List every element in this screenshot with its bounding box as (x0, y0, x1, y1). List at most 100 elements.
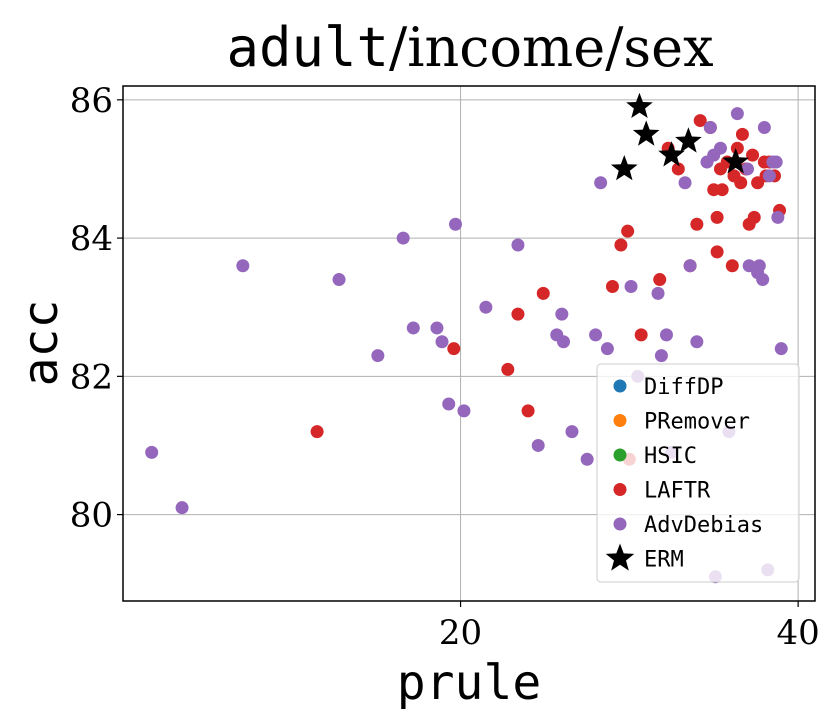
laftr-point (746, 148, 760, 162)
laftr-point (730, 141, 744, 155)
laftr-point (710, 245, 724, 259)
advdebias-point (396, 231, 410, 245)
laftr-point (734, 176, 748, 190)
advdebias-point (479, 300, 493, 314)
laftr-point (725, 259, 739, 273)
legend-label-erm: ERM (644, 548, 684, 573)
y-tick-label: 84 (70, 219, 113, 259)
laftr-point (715, 183, 729, 197)
advdebias-point (774, 342, 788, 356)
legend-marker-advdebias (613, 517, 627, 531)
advdebias-point (600, 342, 614, 356)
erm-star-point (675, 127, 702, 153)
title-part-2: income (407, 16, 605, 79)
laftr-point (710, 210, 724, 224)
advdebias-point (448, 217, 462, 231)
advdebias-point (332, 273, 346, 287)
laftr-point (310, 425, 324, 439)
advdebias-point (690, 335, 704, 349)
title-part-3: sex (623, 16, 713, 79)
advdebias-point (752, 259, 766, 273)
advdebias-point (703, 120, 717, 134)
laftr-point (614, 238, 628, 252)
laftr-point (447, 342, 461, 356)
title-separator-2: / (605, 16, 624, 79)
legend-label-premover: PRemover (644, 410, 750, 435)
y-tick-label: 82 (70, 357, 113, 397)
advdebias-point (654, 349, 668, 363)
advdebias-point (769, 155, 783, 169)
chart-title: adult/income/sex (226, 16, 713, 79)
title-separator-1: / (389, 16, 408, 79)
laftr-point (634, 328, 648, 342)
x-tick-label: 20 (439, 613, 482, 653)
advdebias-point (555, 307, 569, 321)
laftr-point (747, 210, 761, 224)
advdebias-point (659, 328, 673, 342)
advdebias-point (565, 425, 579, 439)
legend-label-hsic: HSIC (644, 444, 697, 469)
title-part-1: adult (226, 16, 389, 79)
laftr-point (501, 362, 515, 376)
advdebias-point (683, 259, 697, 273)
legend-marker-erm (605, 543, 635, 571)
axis-ticks: 20 40 80 82 84 86 (70, 81, 820, 653)
advdebias-point (371, 349, 385, 363)
laftr-point (511, 307, 525, 321)
advdebias-point (651, 286, 665, 300)
advdebias-point (580, 452, 594, 466)
laftr-point (693, 114, 707, 128)
erm-star-point (610, 154, 638, 181)
advdebias-point (678, 176, 692, 190)
erm-star-point (626, 92, 653, 119)
advdebias-point (624, 279, 638, 293)
advdebias-point (594, 176, 608, 190)
legend: DiffDP PRemover HSIC LAFTR AdvDebias ERM (596, 363, 800, 583)
laftr-point (536, 286, 550, 300)
erm-star-point (722, 148, 749, 174)
legend-label-laftr: LAFTR (644, 479, 711, 504)
advdebias-point (511, 238, 525, 252)
advdebias-point (236, 259, 250, 273)
y-axis-label: acc (13, 300, 69, 387)
advdebias-point (771, 210, 785, 224)
legend-marker-hsic (613, 448, 627, 462)
advdebias-point (589, 328, 603, 342)
laftr-point (521, 404, 535, 418)
advdebias-point (740, 162, 754, 176)
erm-star-point (658, 141, 685, 167)
advdebias-point (531, 438, 545, 452)
laftr-point (671, 162, 685, 176)
legend-box (596, 363, 800, 583)
legend-marker-diffdp (613, 379, 627, 393)
x-tick-label: 40 (776, 613, 819, 653)
laftr-point (621, 224, 635, 238)
advdebias-point (756, 273, 770, 287)
legend-marker-premover (613, 414, 627, 427)
laftr-point (605, 279, 619, 293)
legend-label-diffdp: DiffDP (644, 375, 723, 400)
advdebias-point (757, 120, 771, 134)
advdebias-point (442, 397, 456, 411)
legend-label-advdebias: AdvDebias (644, 513, 763, 538)
y-tick-label: 80 (70, 496, 113, 536)
laftr-point (653, 273, 667, 287)
laftr-point (690, 217, 704, 231)
advdebias-point (730, 107, 744, 121)
advdebias-point (713, 141, 727, 155)
erm-star-point (632, 120, 660, 146)
advdebias-point (175, 501, 189, 515)
plot-area-frame (122, 85, 816, 602)
advdebias-point (557, 335, 571, 349)
advdebias-point (457, 404, 471, 418)
y-tick-label: 86 (70, 81, 113, 121)
laftr-point (735, 127, 749, 141)
advdebias-point (430, 321, 444, 335)
legend-marker-laftr (613, 483, 627, 496)
advdebias-point (406, 321, 420, 335)
x-axis-label: prule (397, 655, 542, 711)
advdebias-point (145, 445, 159, 459)
advdebias-point (435, 335, 449, 349)
advdebias-point (762, 169, 776, 183)
